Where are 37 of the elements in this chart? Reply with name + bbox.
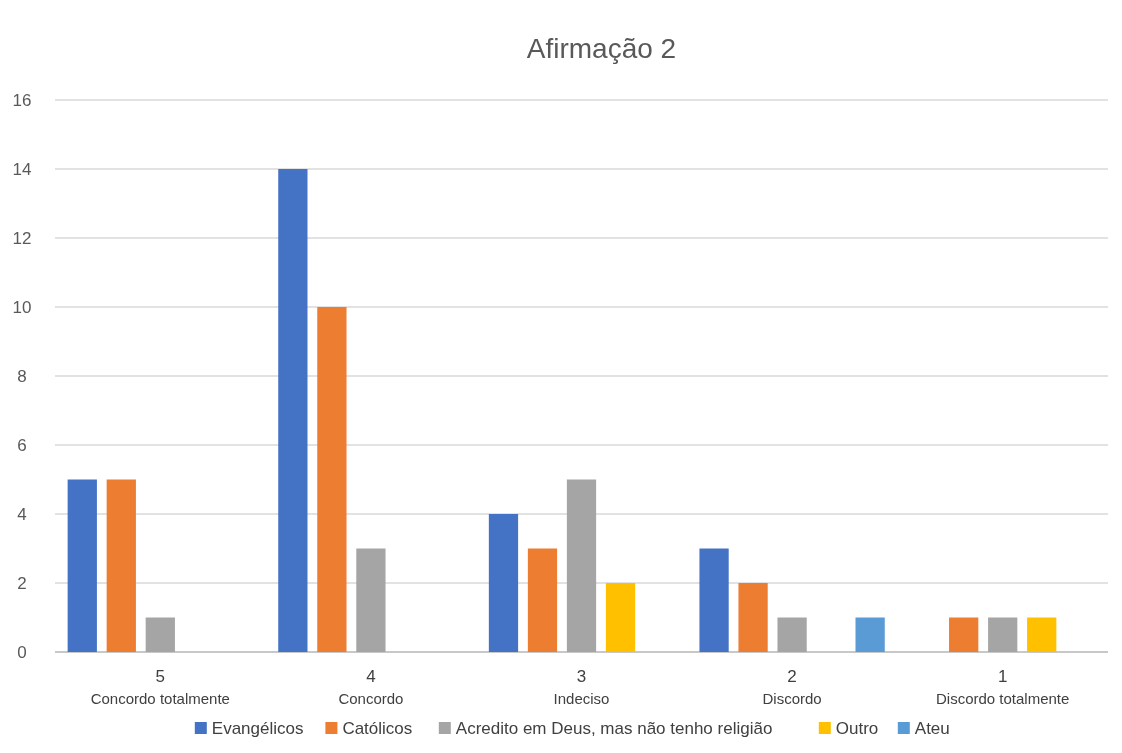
bar (777, 617, 807, 652)
y-tick-label: 14 (12, 159, 32, 179)
y-tick-label: 2 (17, 573, 27, 593)
legend-label: Outro (835, 718, 879, 738)
bar (738, 583, 768, 652)
bar (488, 514, 519, 652)
x-tick-label: 1 Discordo totalmente (936, 667, 1070, 707)
bar (106, 479, 136, 652)
legend-label: Acredito em Deus, mas não tenho religião (455, 718, 773, 738)
bar (1027, 617, 1057, 652)
y-tick-label: 16 (12, 90, 32, 110)
y-tick-label: 12 (12, 228, 32, 248)
bar (67, 479, 97, 652)
bar (278, 169, 308, 652)
chart-title: Afirmação 2 (526, 33, 677, 64)
legend-label: Evangélicos (211, 718, 304, 738)
x-tick-label: 5 Concordo totalmente (90, 667, 230, 707)
x-tick-label: 3 Indeciso (553, 667, 610, 707)
bar (356, 548, 386, 652)
x-tick-label: 4 Concordo (338, 667, 404, 707)
bar (949, 617, 979, 652)
bar (699, 548, 729, 652)
bar (317, 307, 347, 652)
y-tick-label: 8 (17, 366, 27, 386)
bar (527, 548, 558, 652)
bar (855, 617, 885, 652)
bar (605, 583, 636, 652)
y-tick-label: 4 (17, 504, 27, 524)
legend-label: Ateu (914, 718, 950, 738)
bar (145, 617, 175, 652)
legend-label: Católicos (342, 718, 413, 738)
y-tick-label: 0 (17, 642, 27, 662)
bar (988, 617, 1018, 652)
x-tick-label: 2 Discordo (762, 667, 822, 707)
y-tick-label: 6 (17, 435, 27, 455)
bar (566, 479, 597, 652)
y-tick-label: 10 (12, 297, 32, 317)
